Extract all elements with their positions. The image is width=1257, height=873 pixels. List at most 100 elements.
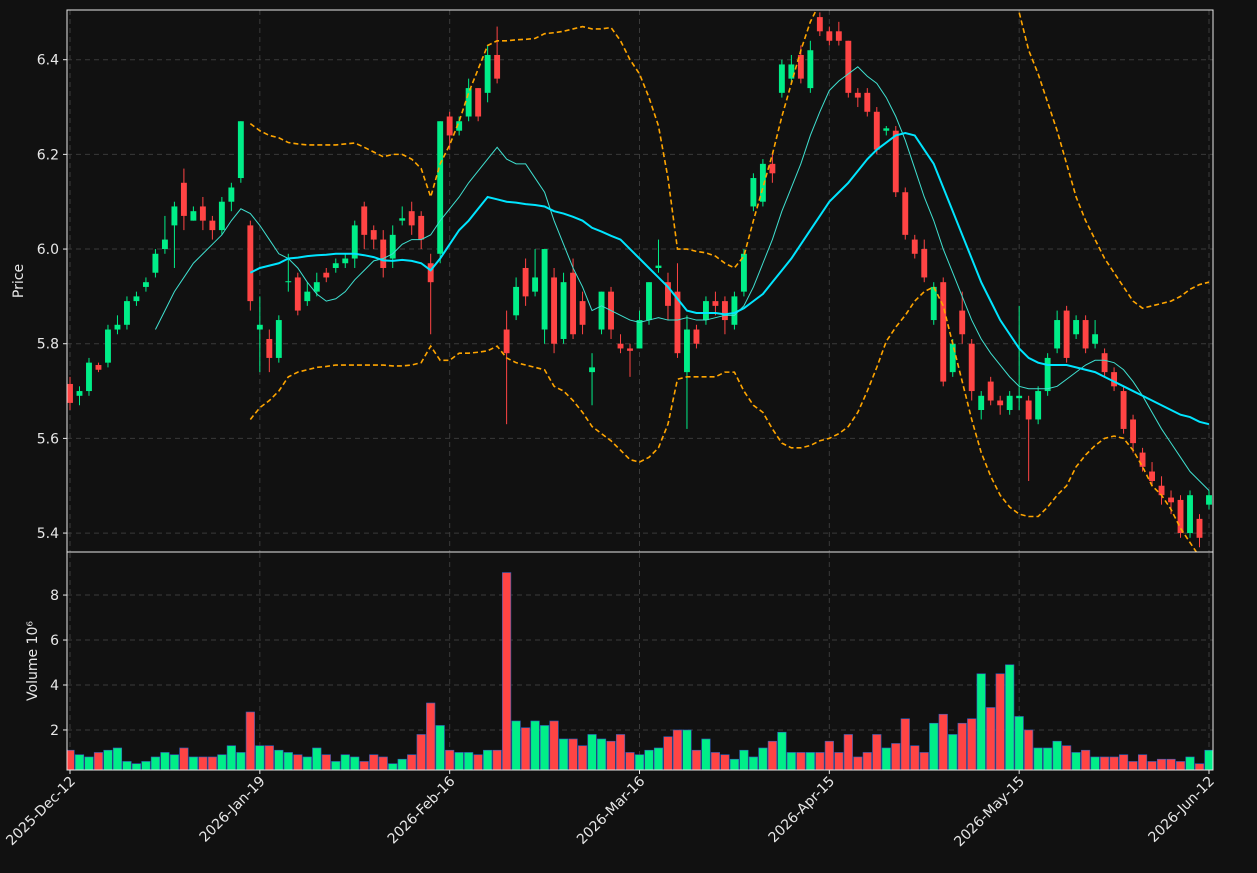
candle-body: [503, 329, 510, 354]
volume-bar: [492, 749, 502, 770]
volume-bar: [786, 752, 796, 770]
candle-body: [294, 277, 301, 311]
candle-body: [864, 92, 871, 112]
candle-body: [997, 400, 1004, 406]
candle-body: [949, 343, 956, 373]
candle-body: [560, 282, 567, 339]
candle-body: [370, 230, 377, 240]
candle-body: [826, 31, 833, 41]
volume-bar: [1081, 749, 1091, 770]
candle-body: [797, 54, 804, 79]
candle-body: [721, 301, 728, 321]
volume-tick-label: 4: [50, 678, 59, 694]
volume-bar: [1090, 756, 1100, 770]
candle-body: [67, 383, 73, 403]
volume-tick-label: 6: [50, 633, 59, 649]
volume-bar: [1109, 756, 1119, 770]
volume-bar: [435, 725, 445, 770]
volume-bar: [853, 756, 863, 770]
candle-body: [418, 215, 425, 240]
candle-body: [1092, 334, 1099, 344]
volume-bar: [445, 749, 455, 770]
candle-body: [1035, 391, 1042, 420]
volume-bar: [1204, 749, 1213, 770]
candle-body: [114, 324, 121, 330]
volume-bar: [1033, 747, 1043, 770]
candle-body: [408, 211, 415, 226]
volume-bar: [1185, 756, 1195, 770]
volume-bar: [872, 734, 882, 770]
y-tick-label: 5.4: [37, 526, 59, 542]
volume-bar: [634, 754, 645, 770]
candle-body: [541, 249, 548, 330]
indicator-line: [249, 132, 1210, 426]
candle-body: [816, 17, 823, 32]
volume-bar: [710, 752, 721, 770]
candle-body: [76, 391, 83, 396]
candle-body: [1054, 320, 1061, 349]
candle-body: [218, 201, 225, 231]
volume-bar: [729, 758, 739, 770]
candle-body: [446, 116, 453, 136]
candle-body: [522, 267, 529, 297]
volume-bar: [293, 754, 303, 770]
volume-bar: [976, 673, 986, 770]
candle-body: [1158, 485, 1165, 496]
candle-body: [513, 286, 520, 316]
volume-panel: [67, 572, 1213, 770]
candle-body: [617, 343, 624, 349]
candle-body: [835, 31, 842, 41]
candle-body: [1196, 518, 1203, 538]
candle-body: [190, 211, 197, 221]
candle-body: [399, 218, 406, 221]
volume-bar: [1071, 752, 1081, 770]
volume-bar: [644, 749, 654, 770]
volume-bar: [672, 729, 683, 770]
volume-bar: [910, 745, 920, 770]
volume-bar: [834, 752, 844, 770]
candle-body: [1044, 357, 1051, 392]
volume-bar: [900, 718, 910, 770]
candle-body: [1120, 391, 1127, 429]
volume-bar: [1052, 740, 1062, 770]
candle-body: [1073, 320, 1080, 335]
candle-body: [655, 265, 662, 268]
volume-bar: [302, 756, 312, 770]
volume-bar: [653, 747, 664, 770]
volume-bar: [1043, 747, 1053, 770]
volume-bar: [321, 754, 331, 770]
volume-bar: [312, 747, 322, 770]
candle-body: [551, 277, 558, 344]
volume-bar: [663, 736, 673, 770]
candle-body: [674, 291, 681, 354]
candle-body: [769, 163, 776, 174]
candle-body: [1187, 495, 1193, 534]
candle-body: [930, 286, 937, 321]
candle-body: [437, 121, 444, 254]
candle-body: [304, 291, 311, 302]
volume-bar: [407, 754, 417, 770]
candle-body: [484, 54, 491, 93]
volume-bar: [1137, 754, 1148, 770]
volume-bar: [198, 756, 208, 770]
volume-bar: [1119, 754, 1129, 770]
volume-bar: [1100, 756, 1110, 770]
volume-axis-label: Volume 10⁶: [25, 621, 41, 701]
volume-bar: [274, 749, 284, 770]
volume-bar: [473, 754, 483, 770]
candle-body: [256, 324, 263, 330]
indicator-line: [154, 66, 1210, 491]
volume-bar: [1062, 745, 1072, 770]
volume-bar: [283, 752, 293, 770]
volume-bar: [150, 756, 160, 770]
volume-bar: [1128, 761, 1138, 770]
candle-body: [152, 253, 159, 273]
candle-body: [142, 282, 149, 287]
volume-bar: [454, 752, 464, 770]
candle-body: [285, 281, 292, 283]
candle-body: [1006, 395, 1013, 410]
volume-bar: [805, 752, 815, 770]
candle-body: [171, 206, 178, 226]
volume-bar: [720, 754, 730, 770]
